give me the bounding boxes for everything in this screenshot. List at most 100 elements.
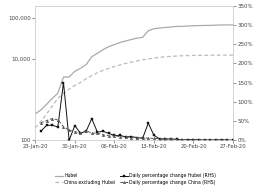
Daily percentage change Hubei (RHS) [231,139,235,141]
Daily percentage change China (RHS) [130,136,133,139]
China excluding Hubei [107,67,110,70]
Line: China excluding Hubei: China excluding Hubei [35,55,233,128]
China excluding Hubei [135,60,138,62]
Hubei [73,70,76,72]
China excluding Hubei [96,72,99,74]
Daily percentage change Hubei (RHS) [118,134,122,137]
Hubei [124,40,127,42]
Hubei [158,27,161,29]
Daily percentage change Hubei (RHS) [141,137,144,139]
Daily percentage change Hubei (RHS) [51,124,54,126]
Daily percentage change China (RHS) [152,137,156,140]
Daily percentage change Hubei (RHS) [96,131,99,133]
Daily percentage change Hubei (RHS) [180,139,184,141]
Hubei [214,24,218,26]
Hubei [39,109,43,111]
Hubei [107,46,110,48]
China excluding Hubei [124,62,127,65]
Daily percentage change China (RHS) [85,130,88,132]
Daily percentage change Hubei (RHS) [85,130,88,132]
Hubei [135,37,138,39]
Daily percentage change Hubei (RHS) [62,82,65,84]
Hubei [56,92,59,94]
Hubei [152,27,156,30]
China excluding Hubei [147,58,150,60]
Daily percentage change Hubei (RHS) [130,136,133,138]
China excluding Hubei [198,54,201,56]
Hubei [113,44,116,46]
China excluding Hubei [67,88,71,90]
Hubei [220,24,223,26]
China excluding Hubei [118,64,122,66]
Daily percentage change Hubei (RHS) [147,122,150,124]
Line: Daily percentage change Hubei (RHS): Daily percentage change Hubei (RHS) [40,81,234,142]
Daily percentage change Hubei (RHS) [79,132,82,134]
Daily percentage change Hubei (RHS) [67,139,71,141]
Daily percentage change China (RHS) [62,125,65,128]
Daily percentage change China (RHS) [39,122,43,124]
China excluding Hubei [231,54,235,56]
Daily percentage change Hubei (RHS) [169,138,173,140]
Hubei [62,76,65,78]
Line: Hubei: Hubei [35,25,233,114]
Hubei [198,24,201,27]
Daily percentage change Hubei (RHS) [107,132,110,134]
China excluding Hubei [90,75,93,77]
Hubei [180,25,184,27]
China excluding Hubei [209,54,212,56]
Daily percentage change Hubei (RHS) [158,138,161,140]
Hubei [45,103,48,105]
Daily percentage change China (RHS) [56,119,59,121]
Hubei [175,25,178,27]
Daily percentage change Hubei (RHS) [192,139,195,141]
China excluding Hubei [56,97,59,100]
Daily percentage change Hubei (RHS) [135,136,138,139]
China excluding Hubei [51,105,54,107]
Legend: Hubei, China excluding Hubei, Daily percentage change Hubei (RHS), Daily percent: Hubei, China excluding Hubei, Daily perc… [54,173,217,185]
Daily percentage change China (RHS) [203,139,207,141]
Hubei [79,67,82,69]
Daily percentage change China (RHS) [220,139,223,141]
Daily percentage change Hubei (RHS) [226,139,229,141]
Hubei [141,36,144,39]
China excluding Hubei [73,84,76,87]
Daily percentage change China (RHS) [67,129,71,131]
Daily percentage change China (RHS) [113,135,116,137]
Hubei [118,41,122,44]
Daily percentage change China (RHS) [73,131,76,133]
Daily percentage change China (RHS) [192,139,195,141]
China excluding Hubei [226,54,229,56]
Daily percentage change China (RHS) [101,134,105,136]
Daily percentage change China (RHS) [231,139,235,141]
Daily percentage change Hubei (RHS) [56,126,59,128]
China excluding Hubei [158,56,161,59]
Hubei [226,24,229,26]
Line: Daily percentage change China (RHS): Daily percentage change China (RHS) [40,117,234,142]
Hubei [186,25,189,27]
Hubei [231,24,235,26]
Daily percentage change Hubei (RHS) [186,139,189,141]
China excluding Hubei [34,127,37,129]
China excluding Hubei [192,54,195,57]
Hubei [101,48,105,51]
China excluding Hubei [101,69,105,71]
Hubei [130,38,133,41]
Daily percentage change Hubei (RHS) [101,130,105,132]
Hubei [209,24,212,27]
Hubei [203,24,207,27]
China excluding Hubei [164,56,167,58]
Daily percentage change Hubei (RHS) [90,117,93,120]
Hubei [34,113,37,115]
Daily percentage change China (RHS) [198,139,201,141]
China excluding Hubei [186,54,189,57]
China excluding Hubei [45,113,48,115]
Daily percentage change China (RHS) [169,138,173,140]
Daily percentage change China (RHS) [209,139,212,141]
Daily percentage change China (RHS) [158,137,161,140]
Daily percentage change China (RHS) [45,119,48,122]
Daily percentage change Hubei (RHS) [45,124,48,127]
Daily percentage change China (RHS) [226,139,229,141]
Daily percentage change China (RHS) [175,138,178,141]
China excluding Hubei [130,61,133,63]
Daily percentage change China (RHS) [214,139,218,141]
